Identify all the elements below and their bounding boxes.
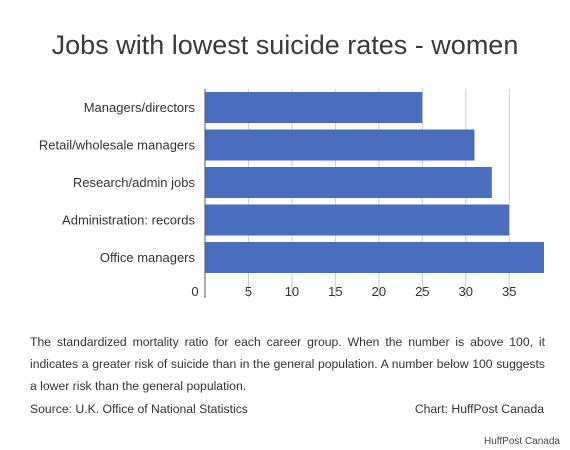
x-tick-label: 5 [245, 284, 252, 299]
x-tick-label: 10 [285, 284, 299, 299]
bar-chart: Managers/directors Retail/wholesale manag… [39, 89, 544, 299]
category-labels: Managers/directors Retail/wholesale manag… [39, 100, 196, 265]
x-tick-labels: 0 5 10 15 20 25 30 35 [191, 284, 516, 299]
bar [205, 242, 544, 273]
category-label: Administration: records [62, 213, 195, 228]
chart-title: Jobs with lowest suicide rates - women [51, 30, 519, 60]
bar [205, 92, 423, 123]
category-label: Retail/wholesale managers [39, 138, 196, 153]
bar [205, 167, 492, 198]
category-label: Office managers [100, 250, 196, 265]
x-tick-label: 20 [372, 284, 386, 299]
watermark: HuffPost Canada [484, 436, 560, 447]
source-note: Source: U.K. Office of National Statisti… [30, 402, 248, 416]
chart-credit: Chart: HuffPost Canada [414, 402, 544, 416]
x-tick-label: 0 [191, 284, 198, 299]
bars [205, 92, 544, 273]
category-label: Research/admin jobs [73, 175, 196, 190]
x-tick-label: 35 [502, 284, 516, 299]
x-tick-label: 15 [328, 284, 342, 299]
category-label: Managers/directors [84, 100, 196, 115]
chart-caption: The standardized mortality ratio for eac… [30, 335, 545, 393]
x-tick-label: 30 [459, 284, 473, 299]
bar [205, 204, 510, 236]
x-tick-label: 25 [415, 284, 429, 299]
bar [205, 129, 475, 161]
